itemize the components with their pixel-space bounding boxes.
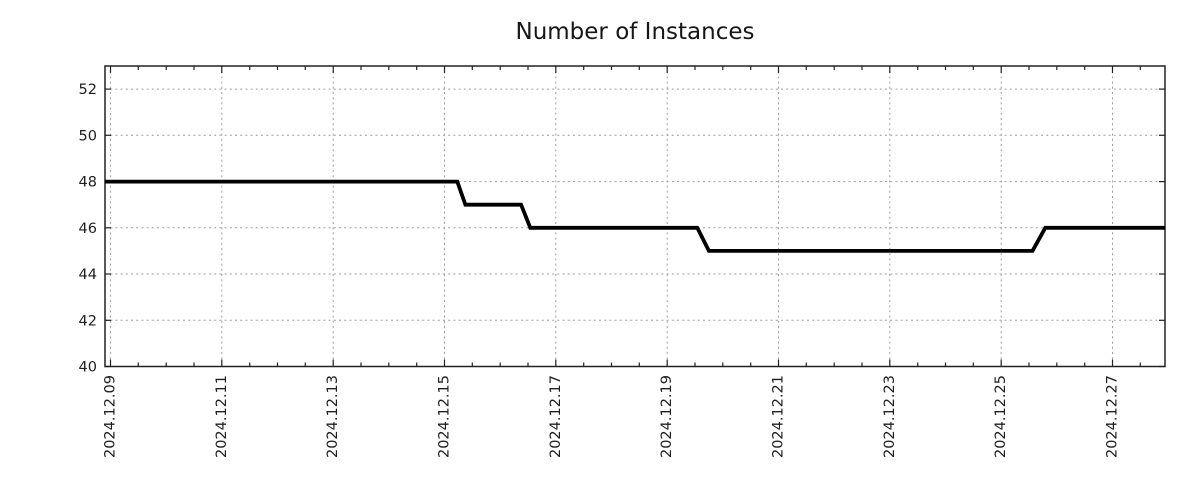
grid — [105, 66, 1165, 367]
x-tick-label: 2024.12.23 — [882, 375, 898, 458]
x-tick-labels: 2024.12.09 2024.12.11 2024.12.13 2024.12.15… — [103, 375, 1121, 458]
x-tick-label: 2024.12.19 — [659, 375, 675, 458]
plot-border — [104, 65, 1166, 368]
y-tick-label: 40 — [79, 360, 97, 376]
y-tick-label: 46 — [79, 221, 97, 237]
axis-ticks — [105, 66, 1165, 368]
series-line-instances — [105, 179, 1165, 253]
x-tick-label: 2024.12.27 — [1105, 375, 1121, 458]
y-tick-label: 42 — [79, 313, 97, 329]
x-tick-label: 2024.12.15 — [437, 375, 453, 458]
x-tick-label: 2024.12.11 — [214, 375, 230, 458]
y-tick-label: 52 — [79, 82, 97, 98]
y-tick-labels: 40 42 44 46 48 50 52 — [79, 82, 97, 375]
chart-title: Number of Instances — [516, 19, 755, 45]
y-tick-label: 44 — [79, 267, 97, 283]
x-tick-label: 2024.12.25 — [993, 375, 1009, 458]
x-tick-label: 2024.12.09 — [103, 375, 119, 458]
y-tick-label: 48 — [79, 175, 97, 191]
x-tick-label: 2024.12.21 — [771, 375, 787, 458]
x-tick-label: 2024.12.17 — [548, 375, 564, 458]
y-tick-label: 50 — [79, 128, 97, 144]
x-tick-label: 2024.12.13 — [325, 375, 341, 458]
